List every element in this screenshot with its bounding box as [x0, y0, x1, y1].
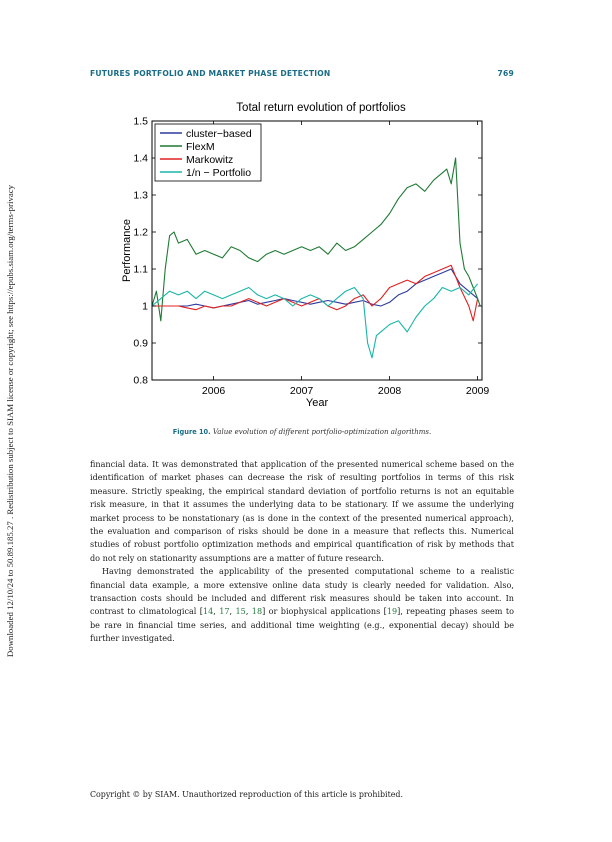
x-tick-label: 2006 — [202, 385, 226, 397]
citation-18[interactable]: 18 — [251, 606, 263, 617]
x-tick-label: 2009 — [466, 385, 490, 397]
legend-entry: Markowitz — [186, 154, 233, 166]
y-tick-label: 1.4 — [133, 153, 148, 165]
series-line-2 — [152, 157, 481, 322]
y-axis-label: Performance — [121, 219, 133, 282]
figure-10: Total return evolution of portfolios 200… — [90, 92, 514, 416]
x-axis-label: Year — [306, 397, 329, 409]
chart-title: Total return evolution of portfolios — [236, 102, 406, 114]
y-tick-label: 0.8 — [133, 375, 148, 387]
citation-19[interactable]: 19 — [386, 606, 398, 617]
copyright-footer: Copyright © by SIAM. Unauthorized reprod… — [90, 790, 403, 799]
y-tick-label: 0.9 — [133, 338, 148, 350]
series-line-4 — [152, 283, 479, 359]
y-tick-label: 1 — [142, 301, 148, 313]
running-head: FUTURES PORTFOLIO AND MARKET PHASE DETEC… — [90, 69, 514, 81]
citation-separator: , — [229, 606, 236, 617]
running-head-title: FUTURES PORTFOLIO AND MARKET PHASE DETEC… — [90, 69, 331, 78]
paragraph-2-text-c: ], repeating phases seem to be rare in f… — [90, 606, 514, 644]
x-axis: 2006 2007 2008 2009 — [202, 121, 490, 397]
y-tick-label: 1.2 — [133, 227, 148, 239]
caption-text: Value evolution of different portfolio-o… — [212, 428, 432, 436]
legend-entry: 1/n − Portfolio — [186, 167, 251, 179]
y-axis: 0.8 0.9 1 1.1 1.2 1.3 1.4 1.5 — [133, 116, 482, 387]
citation-14[interactable]: 14 — [202, 606, 214, 617]
page-number: 769 — [497, 69, 514, 78]
paragraph-2-text-b: ] or biophysical applications [ — [262, 606, 387, 617]
series-line-3 — [152, 264, 479, 322]
download-notice-text: Downloaded 12/10/24 to 50.89.185.27 . Re… — [5, 184, 15, 658]
line-chart: Total return evolution of portfolios 200… — [121, 102, 490, 409]
y-tick-label: 1.5 — [133, 116, 148, 128]
paragraph-1: financial data. It was demonstrated that… — [90, 459, 514, 563]
y-tick-label: 1.3 — [133, 190, 148, 202]
citation-15[interactable]: 15 — [235, 606, 246, 617]
paragraph-2-text-a: Having demonstrated the applicability of… — [90, 566, 514, 617]
body-text: financial data. It was demonstrated that… — [90, 458, 514, 646]
figure-caption: Figure 10. Value evolution of different … — [90, 428, 514, 436]
caption-label: Figure 10. — [172, 428, 211, 436]
plot-frame — [151, 120, 483, 381]
legend-entry: FlexM — [186, 141, 215, 153]
citation-17[interactable]: 17 — [219, 606, 230, 617]
legend-entry: cluster−based — [186, 128, 252, 140]
y-tick-label: 1.1 — [133, 264, 148, 276]
series-group — [152, 157, 481, 359]
citation-separator: , — [213, 606, 220, 617]
x-tick-label: 2008 — [378, 385, 402, 397]
paragraph-2: Having demonstrated the applicability of… — [90, 565, 514, 645]
citation-separator: , — [245, 606, 252, 617]
x-tick-label: 2007 — [290, 385, 314, 397]
